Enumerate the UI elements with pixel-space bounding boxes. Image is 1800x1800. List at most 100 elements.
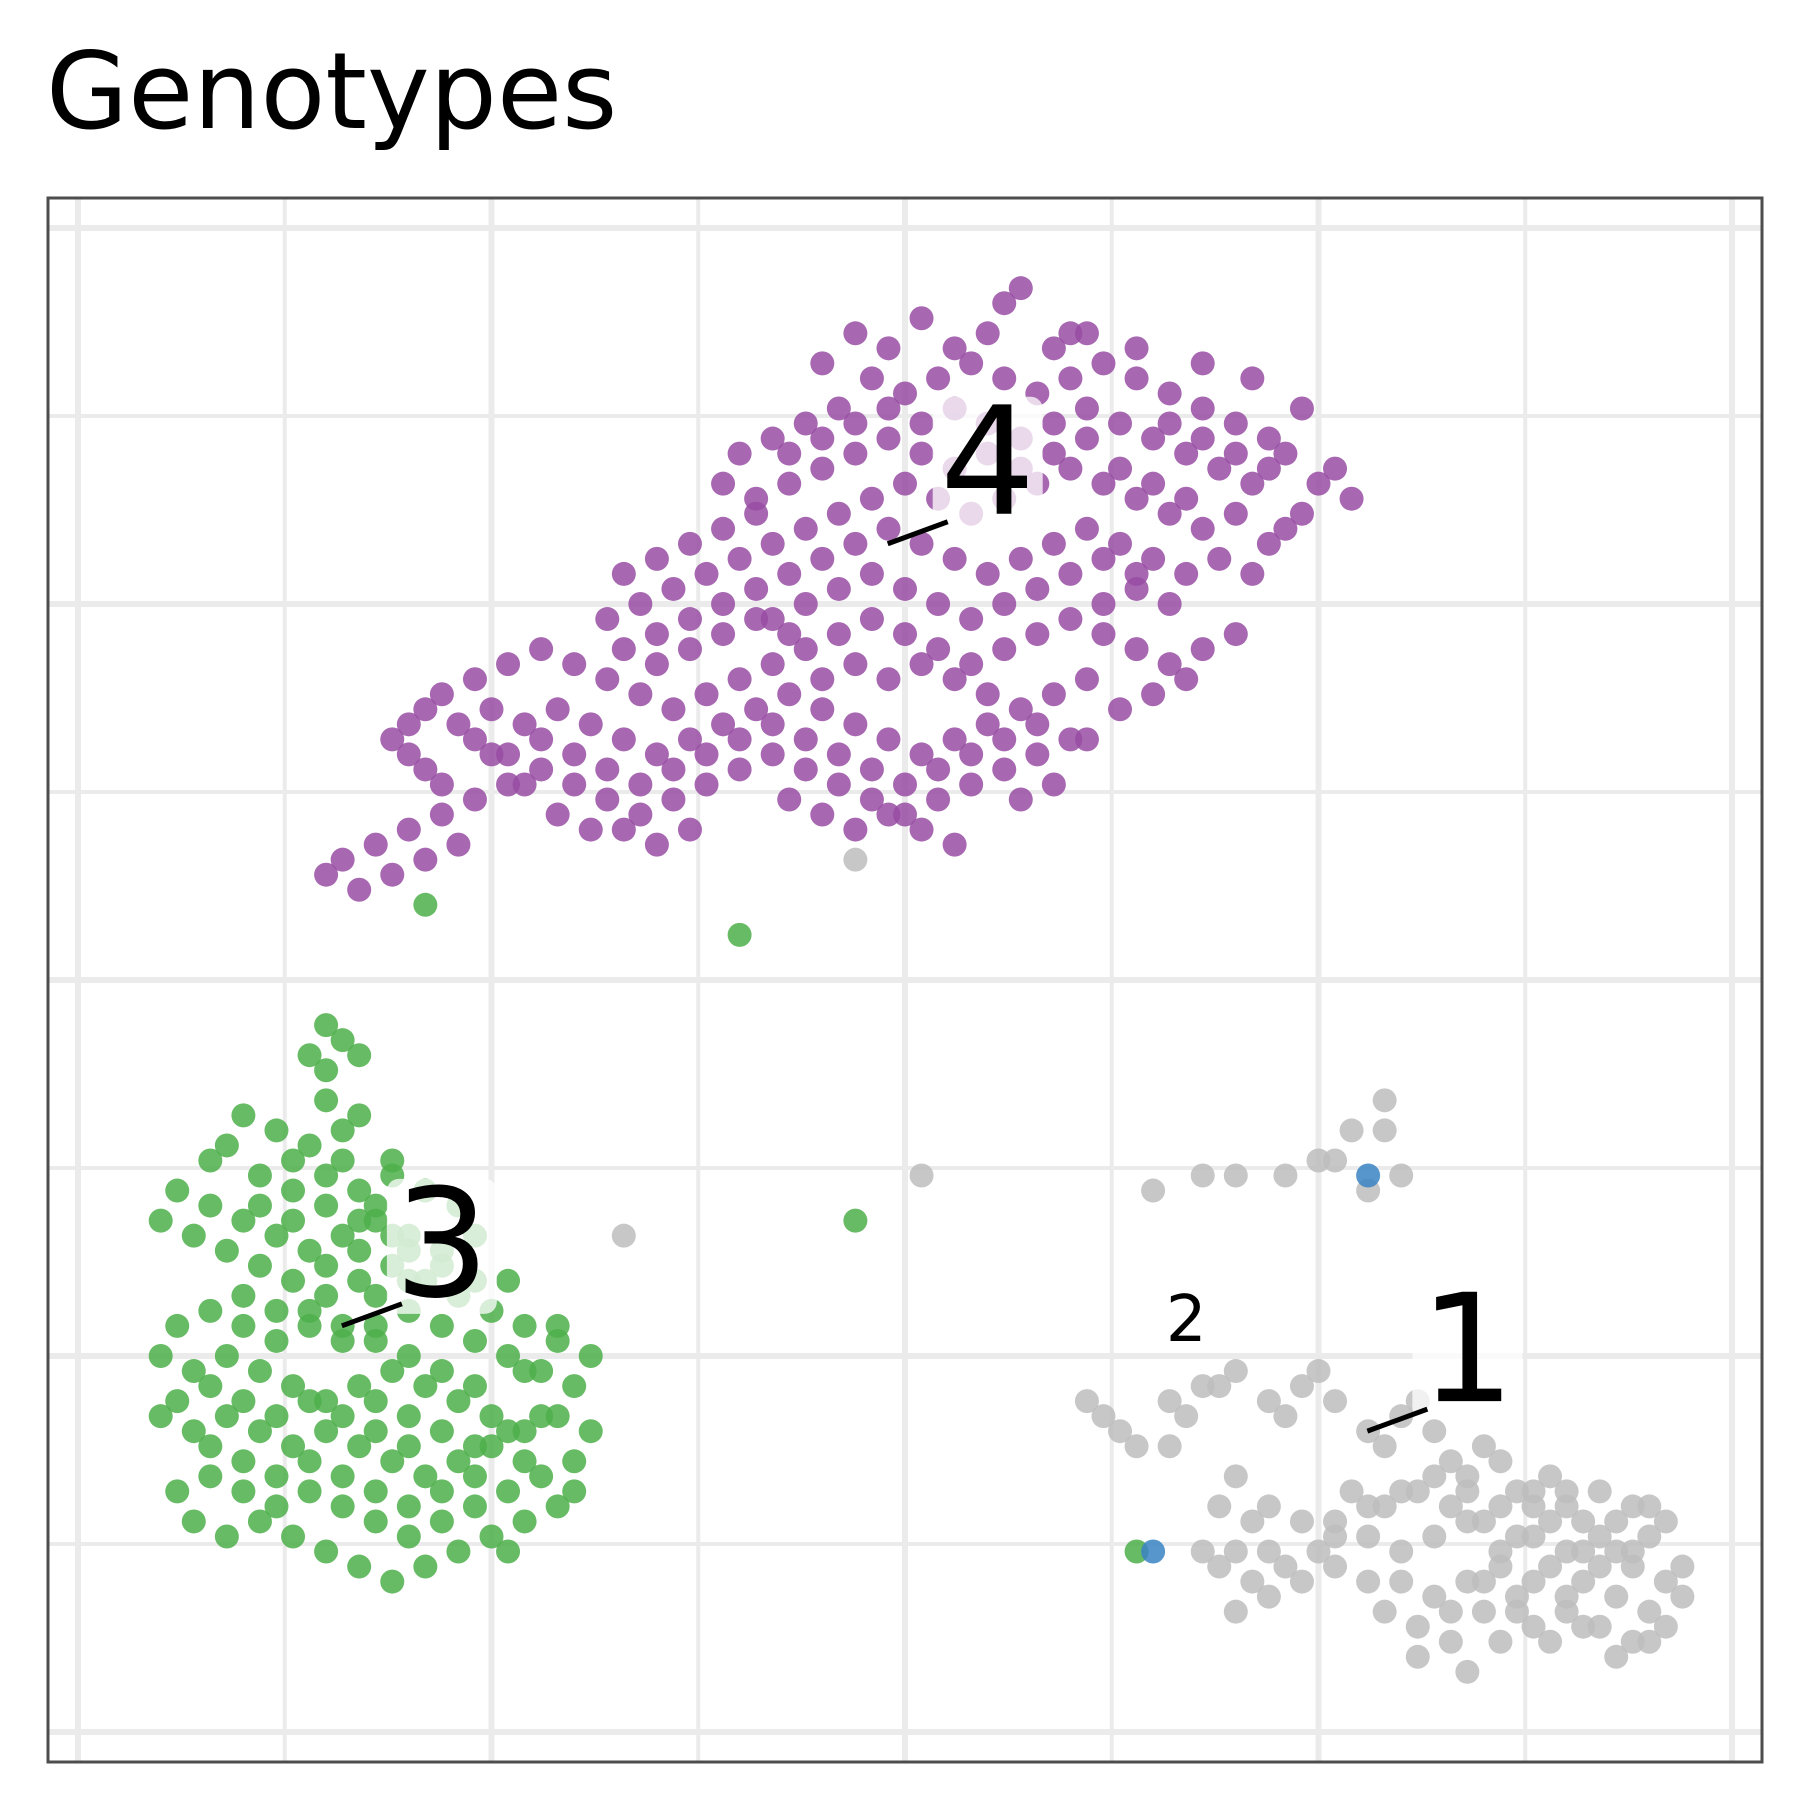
genotype-4-point [462,787,487,812]
genotype-4-point [727,667,752,692]
genotype-3-point [264,1464,289,1489]
cluster-label-leader-line [341,1301,403,1329]
genotype-3-point [165,1313,190,1338]
genotype-1-point [1256,1389,1281,1414]
genotype-4-point [1223,441,1248,466]
genotype-3-point [512,1509,537,1534]
genotype-4-point [1190,396,1215,421]
genotype-3-point [529,1464,554,1489]
genotype-4-point [1074,321,1099,346]
genotype-4-point [1124,336,1149,361]
genotype-4-point [1091,351,1116,376]
genotype-3-point [314,1058,339,1083]
genotype-1-point [1620,1629,1645,1654]
genotype-1-point [1455,1479,1480,1504]
cluster-label-background [386,1178,497,1314]
genotype-4-point [1339,486,1364,511]
genotype-1-point [1223,1163,1248,1188]
genotype-4-point [661,757,686,782]
genotype-3-point [578,1419,603,1444]
genotype-1-point [1620,1539,1645,1564]
genotype-1-point [1256,1494,1281,1519]
genotype-4-point [1091,471,1116,496]
genotype-4-point [595,667,620,692]
genotype-4-point [909,411,934,436]
genotype-4-point [628,802,653,827]
genotype-4-point [1306,471,1331,496]
genotype-3-point [330,1404,355,1429]
genotype-4-point [744,607,769,632]
genotype-4-point [826,772,851,797]
genotype-1-point [1405,1644,1430,1669]
cluster-label-4: 4 [940,376,1035,550]
genotype-3-point [380,1148,405,1173]
genotype-4-point [396,742,421,767]
genotype-4-point [859,607,884,632]
genotype-3-point [281,1208,306,1233]
genotype-1-point [1438,1449,1463,1474]
genotype-1-point [1124,1434,1149,1459]
genotype-4-point [479,742,504,767]
genotype-4-point [380,727,405,752]
genotype-4-point [429,682,454,707]
genotype-4-point [1190,516,1215,541]
genotype-3-point [148,1404,173,1429]
genotype-4-point [959,351,984,376]
genotype-4-point [1058,607,1083,632]
genotype-1-point [1323,1524,1348,1549]
genotype-1-point [909,1163,934,1188]
genotype-4-point [628,682,653,707]
genotype-1-point [1372,1599,1397,1624]
genotype-4-point [744,576,769,601]
genotype-4-point [1240,561,1265,586]
genotype-3-point [429,1479,454,1504]
genotype-4-point [793,592,818,616]
genotype-1-point [1372,1118,1397,1143]
genotype-1-point [1438,1629,1463,1654]
genotype-4-point [727,546,752,571]
genotype-3-point [314,1193,339,1218]
genotype-3-point [363,1509,388,1534]
genotype-3-point [231,1389,256,1414]
genotype-1-point [1323,1554,1348,1579]
genotype-3-point [446,1539,471,1564]
genotype-3-point [1124,1539,1149,1564]
genotype-4-point [810,546,835,571]
cluster-label-2: 2 [1166,1283,1207,1357]
genotype-4-point [1008,546,1033,571]
genotype-4-point [677,817,702,842]
genotype-4-point [876,516,901,541]
genotype-4-point [1207,456,1232,481]
genotype-4-point [727,727,752,752]
genotype-1-point [1356,1569,1381,1594]
genotype-4-point [992,291,1017,316]
genotype-4-point [1223,411,1248,436]
genotype-3-point [314,1013,339,1038]
genotype-4-point [1025,622,1050,647]
genotype-4-point [380,862,405,887]
genotype-4-point [711,592,736,616]
genotype-4-point [479,697,504,722]
genotype-4-point [611,817,636,842]
genotype-4-point [777,682,802,707]
genotype-4-point [843,817,868,842]
genotype-4-point [760,712,785,737]
genotype-3-point [214,1133,239,1158]
genotype-1-point [1620,1494,1645,1519]
genotype-1-point [1223,1359,1248,1384]
genotype-1-point [1571,1614,1596,1639]
genotype-4-point [1157,381,1182,406]
genotype-4-point [1108,697,1133,722]
genotype-1-point [1504,1599,1529,1624]
genotype-4-point [1323,456,1348,481]
genotype-3-point [281,1268,306,1293]
genotype-4-point [363,832,388,857]
genotype-3-point [231,1449,256,1474]
genotype-3-point [429,1509,454,1534]
genotype-4-point [628,592,653,616]
genotype-4-point [826,576,851,601]
genotype-3-point [363,1479,388,1504]
genotype-4-point [909,817,934,842]
genotype-4-point [644,832,669,857]
genotype-3-point [512,1419,537,1444]
